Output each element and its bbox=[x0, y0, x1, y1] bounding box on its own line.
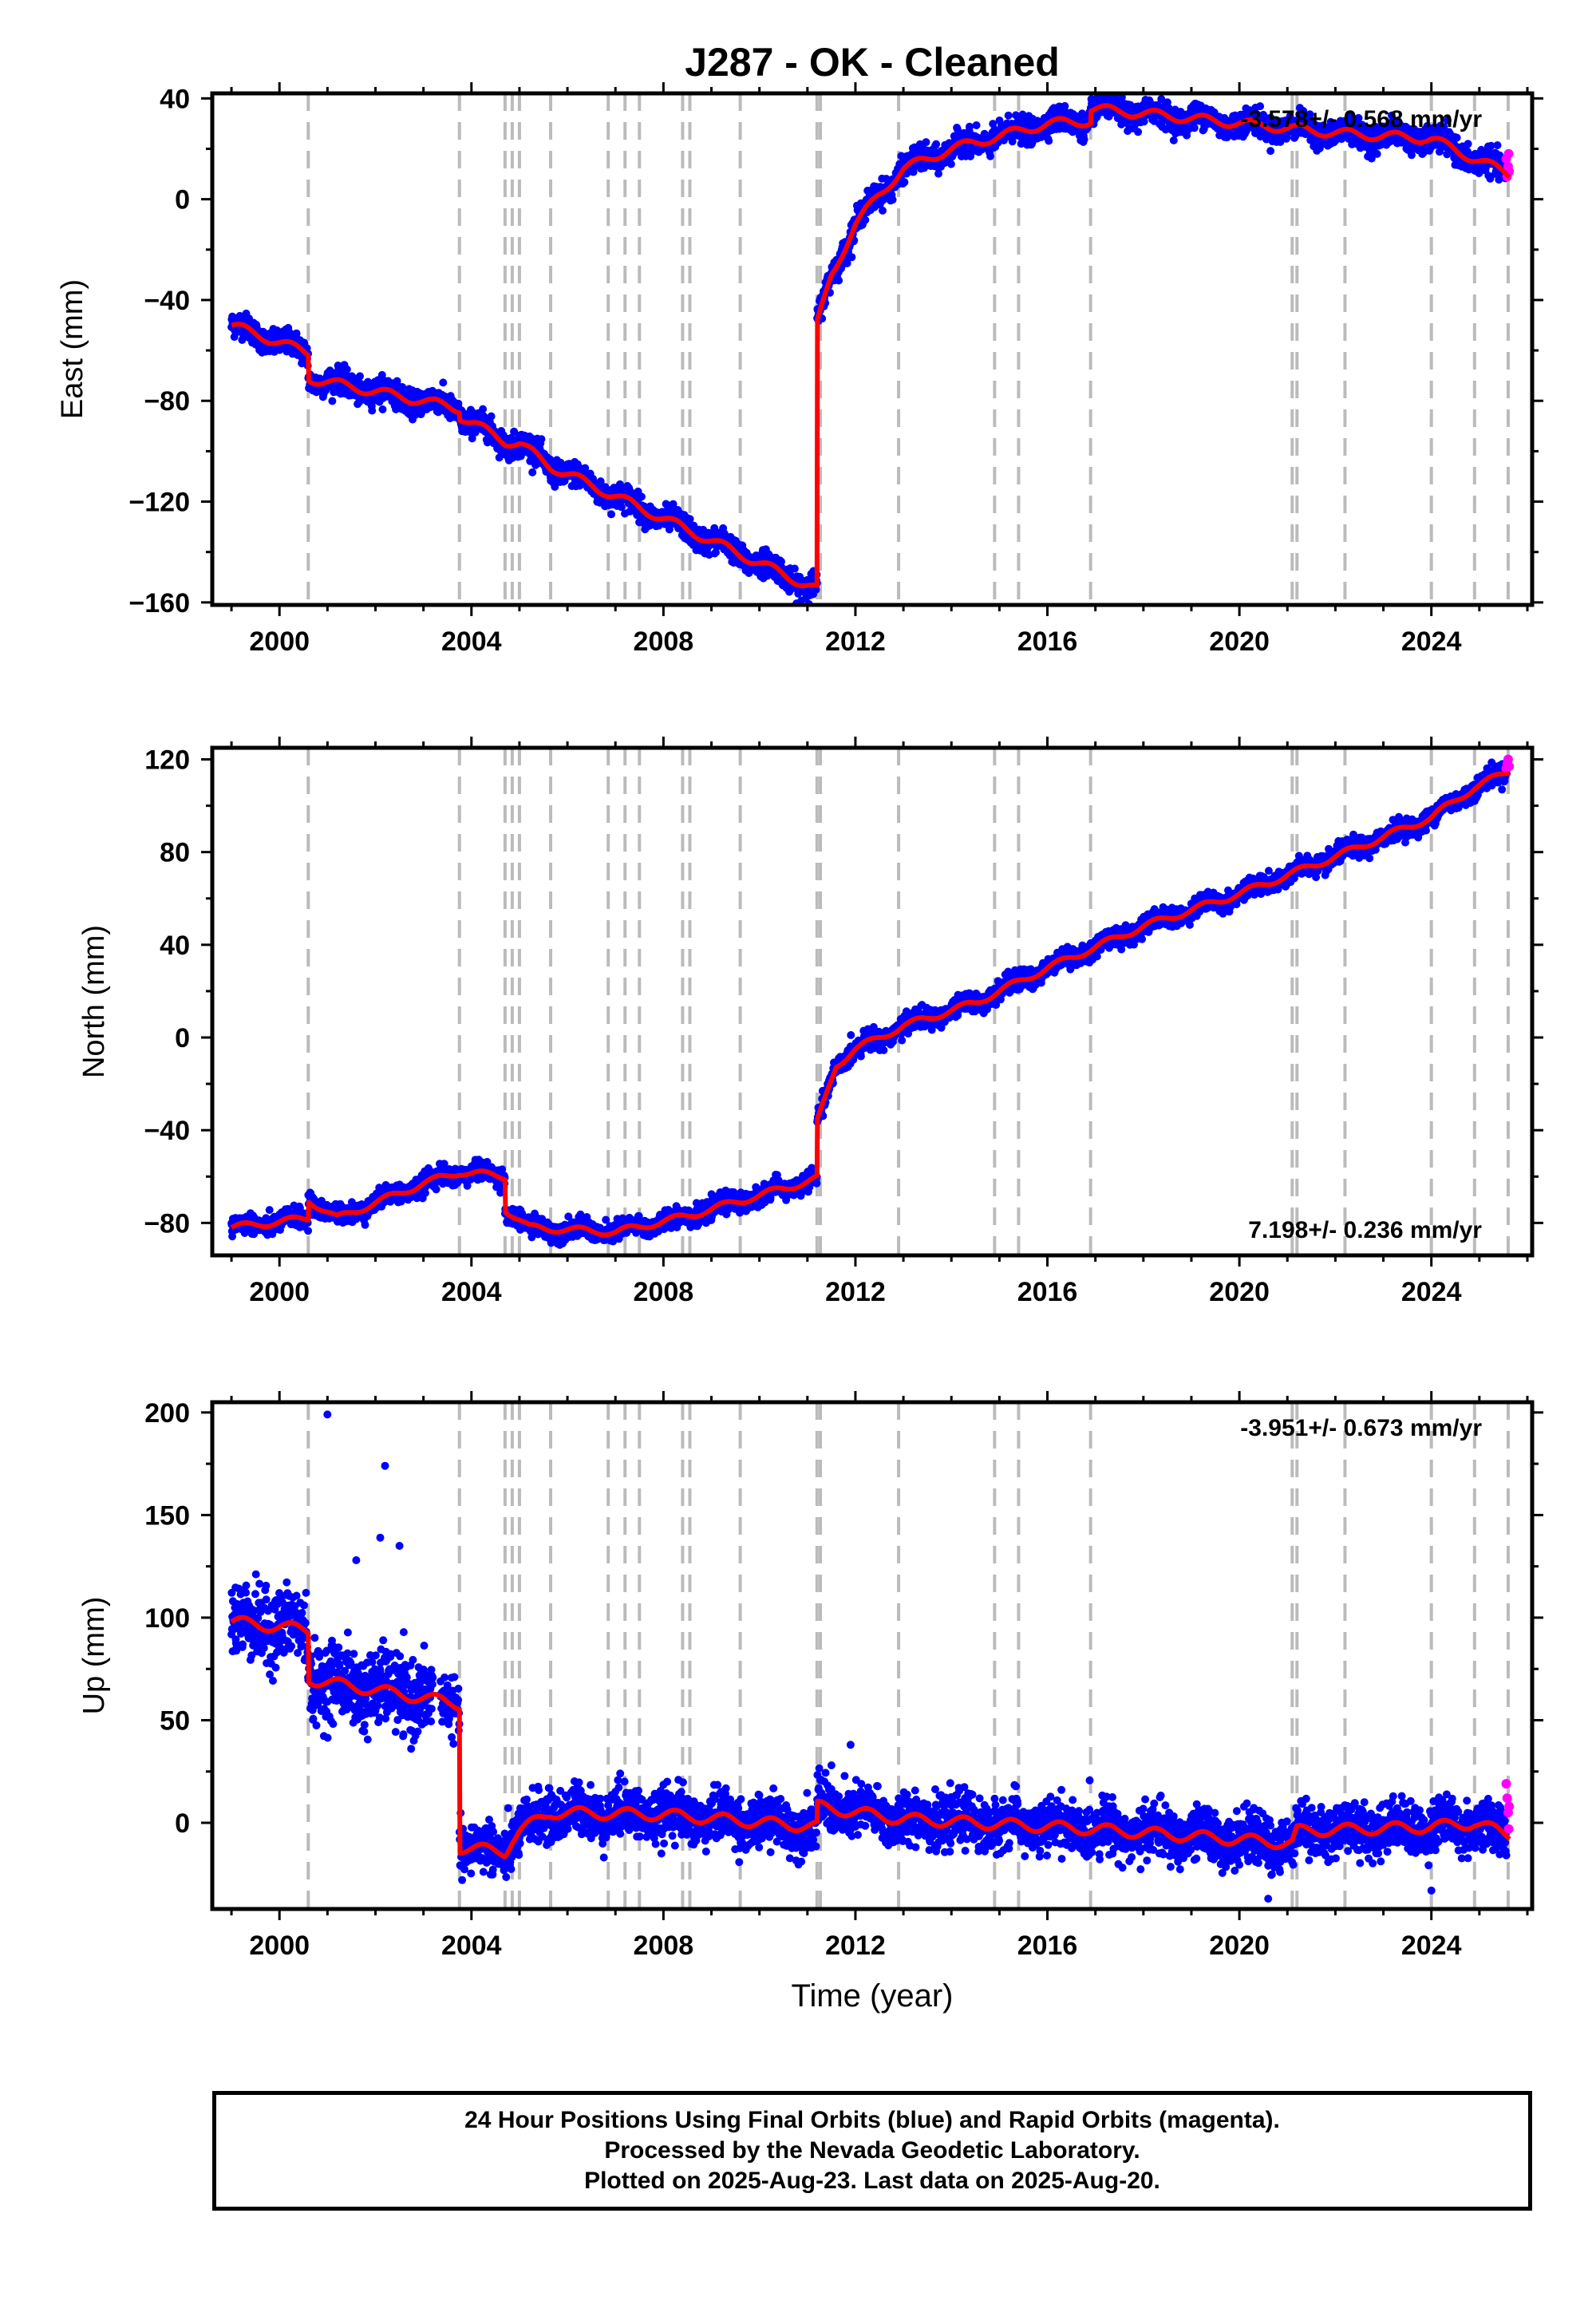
x-tick-label-north-2008: 2008 bbox=[634, 1277, 694, 1307]
y-tick-label-east--120: −120 bbox=[128, 488, 190, 518]
y-axis-label-north: North (mm) bbox=[77, 925, 111, 1078]
y-tick-label-east--40: −40 bbox=[144, 286, 190, 316]
x-tick-label-north-2016: 2016 bbox=[1017, 1277, 1078, 1307]
y-axis-label-east: East (mm) bbox=[56, 279, 89, 419]
velocity-label-north: 7.198+/- 0.236 mm/yr bbox=[1248, 1217, 1482, 1243]
rapid-orbit-point-up-4 bbox=[1504, 1801, 1515, 1812]
rapid-orbit-point-up-1 bbox=[1502, 1793, 1512, 1804]
y-tick-label-east-40: 40 bbox=[160, 84, 190, 114]
x-tick-label-east-2020: 2020 bbox=[1209, 626, 1270, 657]
y-tick-label-up-200: 200 bbox=[144, 1398, 190, 1429]
x-tick-label-up-2012: 2012 bbox=[825, 1931, 886, 1961]
y-tick-label-north-80: 80 bbox=[160, 838, 190, 868]
footer-line-1: 24 Hour Positions Using Final Orbits (bl… bbox=[464, 2107, 1280, 2133]
plot-area-up bbox=[227, 1402, 1515, 1909]
footer-line-2: Processed by the Nevada Geodetic Laborat… bbox=[604, 2137, 1140, 2164]
velocity-label-up: -3.951+/- 0.673 mm/yr bbox=[1240, 1415, 1482, 1441]
plot-frame-north bbox=[210, 745, 1535, 1258]
plot-frame-east bbox=[210, 91, 1535, 607]
x-tick-label-east-2016: 2016 bbox=[1017, 626, 1078, 657]
y-tick-label-north-120: 120 bbox=[144, 745, 190, 776]
x-tick-label-east-2000: 2000 bbox=[249, 626, 310, 657]
x-tick-label-north-2000: 2000 bbox=[249, 1277, 310, 1307]
footer-caption-box: 24 Hour Positions Using Final Orbits (bl… bbox=[212, 2091, 1532, 2211]
y-tick-label-up-150: 150 bbox=[144, 1500, 190, 1531]
x-tick-label-east-2024: 2024 bbox=[1401, 626, 1462, 657]
x-tick-label-up-2016: 2016 bbox=[1017, 1931, 1078, 1961]
x-tick-label-north-2012: 2012 bbox=[825, 1277, 886, 1307]
x-tick-label-up-2008: 2008 bbox=[634, 1931, 694, 1961]
y-tick-label-north--80: −80 bbox=[144, 1208, 190, 1239]
y-tick-label-north-40: 40 bbox=[160, 931, 190, 961]
panel-north: 2000 2004 2008 2012 2016 2020 2024 120 80 40 0 −40 −… bbox=[77, 737, 1543, 1307]
velocity-label-east: -3.578+/- 0.568 mm/yr bbox=[1240, 106, 1482, 132]
y-tick-label-up-50: 50 bbox=[160, 1705, 190, 1736]
final-orbit-points-north bbox=[227, 758, 1511, 1249]
x-tick-label-north-2024: 2024 bbox=[1401, 1277, 1462, 1307]
model-fit-line-north bbox=[229, 771, 1512, 1238]
y-tick-label-up-0: 0 bbox=[175, 1808, 190, 1839]
final-orbit-points-east bbox=[227, 93, 1511, 605]
model-fit-line-east bbox=[229, 103, 1512, 588]
x-tick-label-up-2020: 2020 bbox=[1209, 1931, 1270, 1961]
plot-area-north bbox=[227, 748, 1515, 1255]
x-tick-label-up-2004: 2004 bbox=[441, 1931, 502, 1961]
rapid-orbit-point-east-3 bbox=[1503, 148, 1514, 159]
figure-title: J287 - OK - Cleaned bbox=[685, 40, 1060, 85]
final-orbit-points-up bbox=[227, 1410, 1511, 1903]
y-tick-label-east--160: −160 bbox=[128, 588, 190, 619]
y-tick-label-north-0: 0 bbox=[175, 1023, 190, 1053]
x-tick-label-east-2012: 2012 bbox=[825, 626, 886, 657]
x-tick-label-up-2000: 2000 bbox=[249, 1931, 310, 1961]
x-tick-label-east-2004: 2004 bbox=[441, 626, 502, 657]
plot-frame-up bbox=[210, 1400, 1535, 1911]
x-tick-label-up-2024: 2024 bbox=[1401, 1931, 1462, 1961]
rapid-orbit-point-north-3 bbox=[1504, 761, 1515, 772]
rapid-orbit-point-up-3 bbox=[1503, 1824, 1514, 1834]
panel-east: 2000 2004 2008 2012 2016 2020 2024 40 0 −40 −80 −12… bbox=[56, 82, 1543, 657]
model-fit-line-up bbox=[229, 1614, 1512, 1860]
y-axis-label-up: Up (mm) bbox=[77, 1597, 111, 1715]
y-tick-label-up-100: 100 bbox=[144, 1603, 190, 1634]
plot-area-east bbox=[227, 93, 1515, 605]
panel-up: 2000 2004 2008 2012 2016 2020 2024 200 150 100 50 0… bbox=[77, 1391, 1543, 2014]
footer-line-3: Plotted on 2025-Aug-23. Last data on 202… bbox=[584, 2168, 1160, 2194]
y-tick-label-north--40: −40 bbox=[144, 1116, 190, 1146]
y-tick-label-east-0: 0 bbox=[175, 185, 190, 215]
x-tick-label-east-2008: 2008 bbox=[634, 626, 694, 657]
x-tick-label-north-2020: 2020 bbox=[1209, 1277, 1270, 1307]
x-axis-label: Time (year) bbox=[792, 1978, 954, 2014]
y-tick-label-east--80: −80 bbox=[144, 386, 190, 417]
x-tick-label-north-2004: 2004 bbox=[441, 1277, 502, 1307]
rapid-orbit-point-up-0 bbox=[1501, 1779, 1511, 1789]
